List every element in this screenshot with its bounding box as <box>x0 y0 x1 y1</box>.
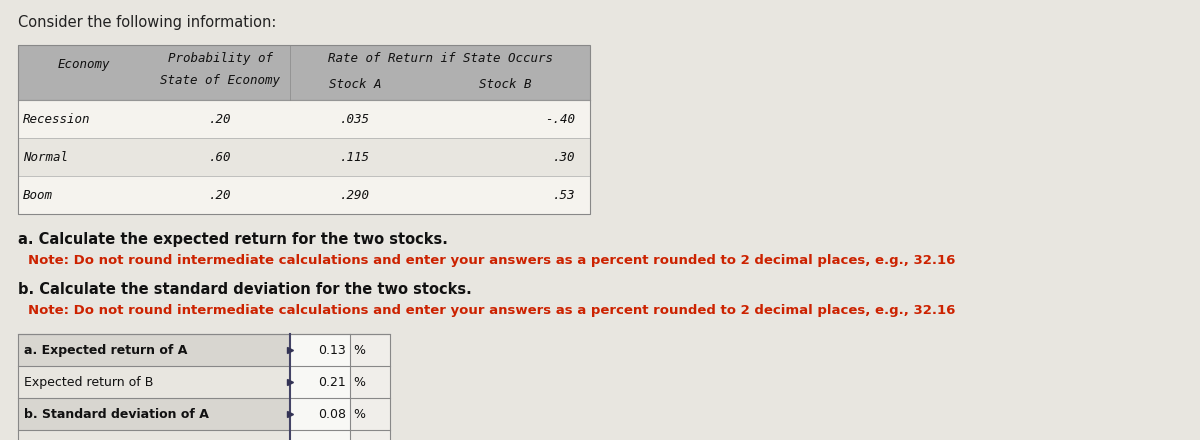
Text: Probability of: Probability of <box>168 52 272 65</box>
Text: a. Calculate the expected return for the two stocks.: a. Calculate the expected return for the… <box>18 232 448 247</box>
Text: Consider the following information:: Consider the following information: <box>18 15 276 30</box>
Text: Economy: Economy <box>58 58 110 71</box>
Bar <box>290 430 350 440</box>
Text: Recession: Recession <box>23 113 90 125</box>
Bar <box>350 366 390 398</box>
Bar <box>18 334 290 366</box>
Bar <box>18 398 290 430</box>
Text: 0.21: 0.21 <box>318 375 346 389</box>
Text: 0.08: 0.08 <box>318 407 346 421</box>
Text: %: % <box>353 375 365 389</box>
Bar <box>290 366 350 398</box>
Text: .60: .60 <box>209 150 232 164</box>
Bar <box>18 45 590 214</box>
Text: b. Standard deviation of A: b. Standard deviation of A <box>24 407 209 421</box>
Text: .30: .30 <box>552 150 575 164</box>
Bar <box>18 100 590 138</box>
Bar <box>18 138 590 176</box>
Text: -.40: -.40 <box>545 113 575 125</box>
Bar <box>350 430 390 440</box>
Bar <box>350 398 390 430</box>
Text: 0.13: 0.13 <box>318 344 346 356</box>
Bar <box>18 430 290 440</box>
Bar <box>290 334 350 366</box>
Text: .53: .53 <box>552 188 575 202</box>
Text: .035: .035 <box>340 113 370 125</box>
Text: a. Expected return of A: a. Expected return of A <box>24 344 187 356</box>
Text: Expected return of B: Expected return of B <box>24 375 154 389</box>
Text: Rate of Return if State Occurs: Rate of Return if State Occurs <box>328 52 552 65</box>
Text: .115: .115 <box>340 150 370 164</box>
Text: Stock A: Stock A <box>329 78 382 91</box>
Bar <box>290 398 350 430</box>
Text: State of Economy: State of Economy <box>160 74 280 87</box>
Text: b. Calculate the standard deviation for the two stocks.: b. Calculate the standard deviation for … <box>18 282 472 297</box>
Text: Boom: Boom <box>23 188 53 202</box>
Text: Normal: Normal <box>23 150 68 164</box>
Bar <box>18 45 590 100</box>
Text: Note: Do not round intermediate calculations and enter your answers as a percent: Note: Do not round intermediate calculat… <box>28 304 955 317</box>
Bar <box>18 176 590 214</box>
Text: %: % <box>353 344 365 356</box>
Text: .290: .290 <box>340 188 370 202</box>
Bar <box>18 334 390 440</box>
Bar <box>18 366 290 398</box>
Text: Note: Do not round intermediate calculations and enter your answers as a percent: Note: Do not round intermediate calculat… <box>28 254 955 267</box>
Bar <box>350 334 390 366</box>
Text: %: % <box>353 407 365 421</box>
Text: Stock B: Stock B <box>479 78 532 91</box>
Text: .20: .20 <box>209 188 232 202</box>
Text: .20: .20 <box>209 113 232 125</box>
